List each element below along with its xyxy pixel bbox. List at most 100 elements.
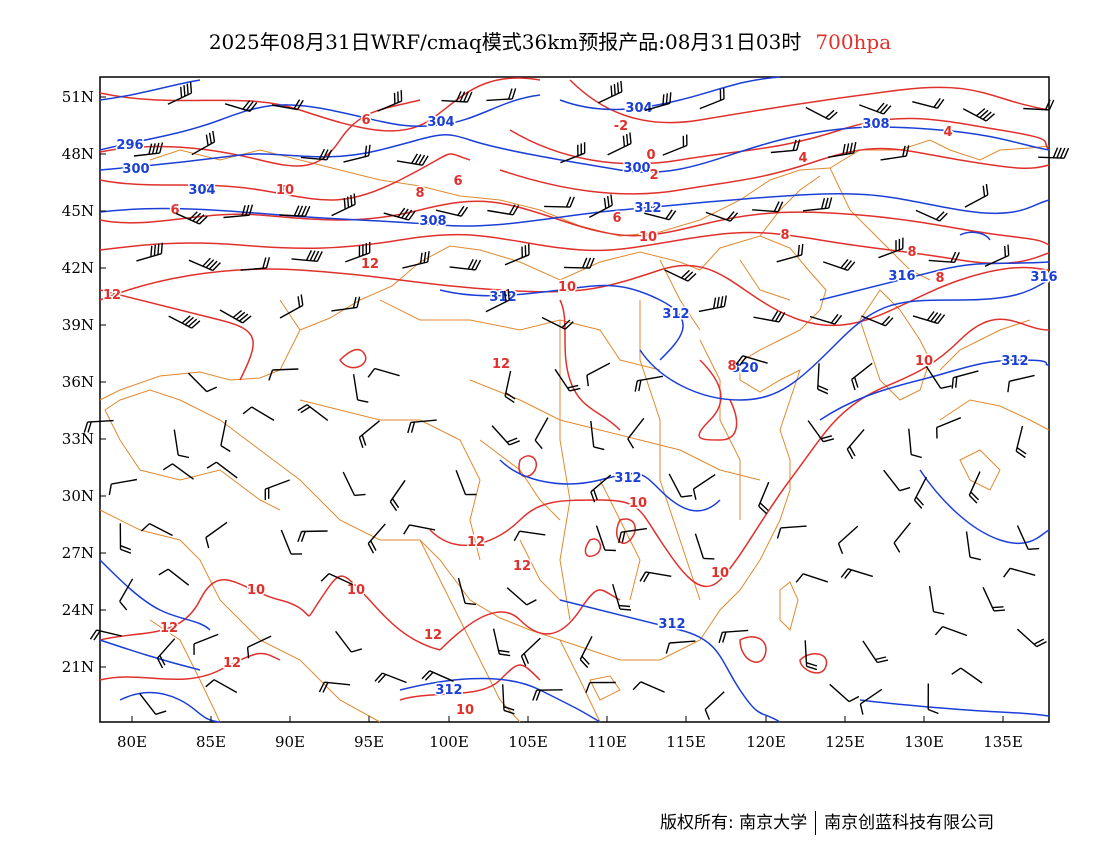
lat-label: 21N	[62, 658, 94, 676]
wind-barb	[705, 211, 739, 222]
temperature-contour-label: 10	[711, 566, 729, 581]
wind-barb	[913, 476, 928, 509]
wind-barb	[242, 406, 275, 422]
wind-barb	[912, 97, 945, 109]
wind-barb	[1016, 525, 1040, 550]
wind-barb	[859, 688, 883, 715]
wind-barb	[822, 258, 856, 271]
wind-barb	[188, 257, 221, 272]
temperature-contour-label: 10	[915, 354, 933, 369]
wind-barb	[206, 461, 238, 479]
wind-barb	[279, 205, 311, 217]
temperature-contour-label: 8	[935, 271, 944, 286]
wind-barb	[167, 82, 193, 105]
wind-barb	[644, 209, 677, 221]
wind-barb	[541, 316, 574, 330]
wind-barb	[612, 584, 632, 611]
temperature-contour-label: 6	[170, 203, 179, 218]
wind-barb	[634, 375, 664, 392]
wind-barb	[205, 521, 228, 549]
wind-barb	[168, 315, 201, 329]
footer-separator	[815, 811, 817, 835]
wind-barb	[223, 204, 254, 219]
height-contour-label: 312	[435, 683, 462, 698]
lon-label: 110E	[587, 733, 627, 751]
wind-barb	[291, 250, 323, 262]
temperature-contour-label: 8	[280, 184, 289, 199]
height-contour-label: 304	[188, 183, 215, 198]
temperature-contour-label: 10	[456, 703, 474, 718]
lon-label: 125E	[825, 733, 865, 751]
height-contour-label: 316	[888, 269, 915, 284]
title-text: 2025年08月31日WRF/cmaq模式36km预报产品:08月31日03时	[208, 30, 802, 54]
lat-label: 45N	[62, 202, 94, 220]
wind-barb	[644, 92, 672, 112]
height-contour-label: 300	[122, 162, 149, 177]
wind-barb	[776, 243, 804, 263]
wind-barb	[1023, 99, 1055, 111]
wind-barb	[300, 148, 333, 161]
wind-barb	[934, 625, 968, 637]
wind-barb	[968, 471, 981, 504]
wind-barb	[851, 362, 873, 391]
wind-barb	[735, 355, 768, 367]
temperature-contour-label: 10	[558, 280, 576, 295]
wind-barb	[504, 370, 516, 403]
wind-barb	[457, 577, 477, 606]
wind-barb	[804, 640, 818, 671]
wind-barb	[506, 587, 537, 606]
lat-label: 48N	[62, 145, 94, 163]
height-contour-label: 312	[1001, 354, 1028, 369]
wind-barb	[486, 88, 517, 102]
wind-barb	[862, 640, 889, 664]
wind-barb	[912, 311, 946, 325]
wind-barb	[563, 257, 595, 269]
wind-barb	[345, 241, 371, 263]
wind-barb	[807, 420, 835, 443]
wind-barb	[271, 99, 304, 111]
wind-barb	[758, 481, 770, 515]
geopotential-height-contours	[99, 76, 1050, 723]
temperature-contour-label: 2	[649, 168, 658, 183]
temperature-contour-label: 6	[453, 174, 462, 189]
lat-label: 27N	[62, 544, 94, 562]
wind-barb	[915, 209, 948, 222]
wind-barb	[586, 362, 611, 387]
wind-barb	[133, 142, 164, 157]
wind-barb	[367, 367, 400, 378]
wind-barb	[504, 243, 530, 266]
temperature-contour-label: 6	[612, 211, 621, 226]
wind-barb	[331, 296, 361, 312]
wind-barb	[861, 315, 894, 327]
copyright-footer: 版权所有: 南京大学 南京创蓝科技有限公司	[660, 808, 994, 835]
wind-barb	[840, 568, 874, 580]
wind-barb	[162, 463, 194, 480]
wind-barb	[358, 420, 380, 449]
wind-barb	[173, 429, 190, 459]
wind-barb	[1016, 628, 1047, 648]
lat-label: 24N	[62, 601, 94, 619]
wind-barb	[936, 417, 962, 439]
height-contour-label: 316	[1030, 270, 1057, 285]
wind-barb	[579, 635, 593, 669]
wind-barb	[928, 251, 960, 263]
height-contour-label: 308	[862, 117, 889, 132]
wind-barb	[590, 474, 612, 503]
wind-barb	[485, 289, 510, 313]
temperature-contour-label: 12	[160, 621, 178, 636]
wind-barb	[588, 194, 613, 219]
temperature-contour-label: 8	[727, 359, 736, 374]
lat-label: 51N	[62, 88, 94, 106]
wind-barb	[156, 638, 176, 669]
wind-barb	[698, 295, 727, 313]
pressure-level-label: 700hpa	[815, 30, 892, 54]
wind-barb	[220, 419, 231, 453]
map-frame	[99, 76, 1050, 723]
wind-barb	[487, 204, 520, 216]
wind-barb	[883, 469, 911, 492]
wind-barb	[962, 108, 995, 122]
wind-barb	[352, 374, 369, 403]
wind-barb	[795, 573, 829, 583]
wind-barbs	[83, 80, 1070, 720]
